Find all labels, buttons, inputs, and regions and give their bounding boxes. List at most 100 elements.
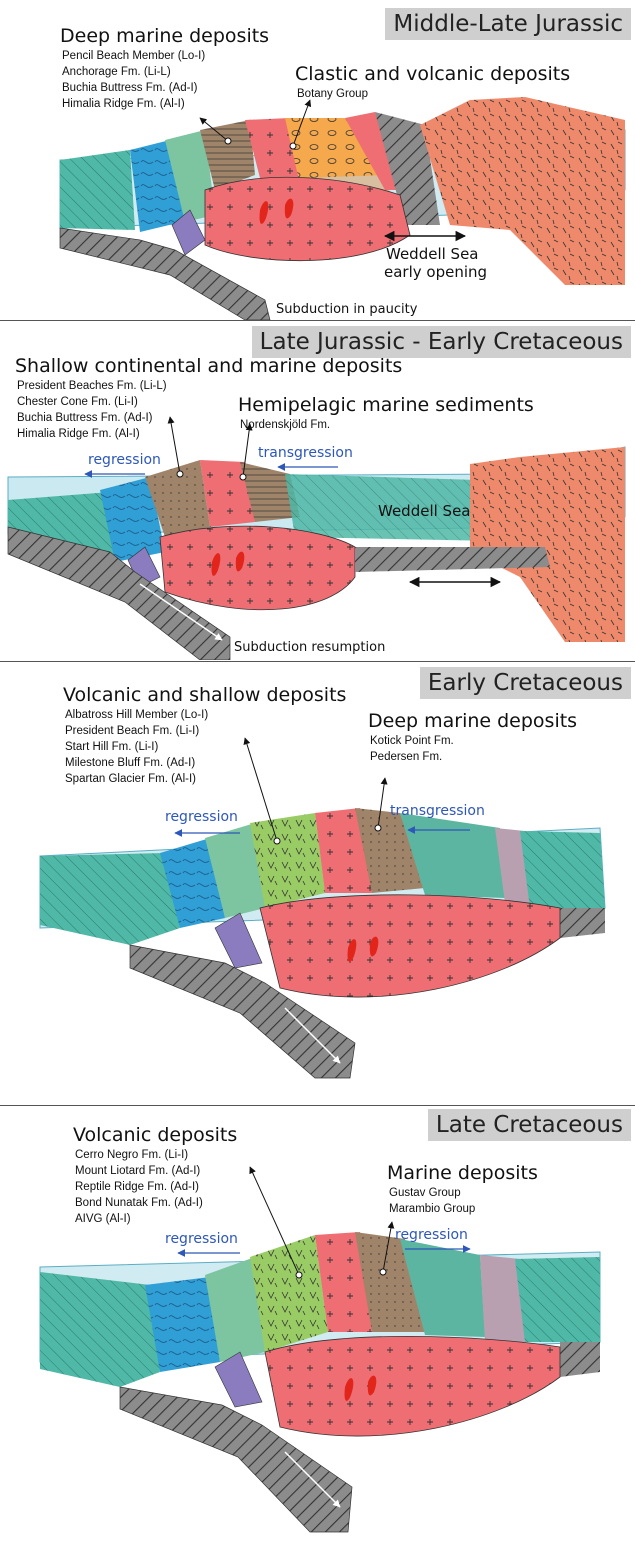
heading-left: Deep marine deposits: [60, 25, 270, 47]
pointer-right: [377, 777, 388, 829]
formation-item: Reptile Ridge Fm. (Ad-I): [75, 1181, 199, 1193]
formation-item: President Beach Fm. (Li-I): [65, 725, 200, 737]
block-diagram-2: [7, 416, 626, 660]
formation-item: Cerro Negro Fm. (Li-I): [75, 1149, 189, 1161]
granite-batholith: [159, 525, 356, 611]
granite-core: [245, 118, 300, 178]
subducting-slab: [7, 526, 231, 660]
sediment-blue: [145, 1277, 220, 1372]
regression-label: regression: [165, 809, 238, 825]
pointer-right: [242, 423, 253, 478]
formation-list-right: Botany Group: [297, 86, 368, 102]
period-label: Late Cretaceous: [427, 1109, 631, 1141]
panel-early-cretaceous: Early Cretaceous Volcanic and shallow de…: [0, 663, 635, 1103]
regression-label: regression: [88, 452, 161, 468]
heading-right: Hemipelagic marine sediments: [238, 394, 534, 416]
subducting-slab: [119, 1386, 353, 1533]
formation-item: Kotick Point Fm.: [370, 735, 454, 747]
formation-item: Nordenskjöld Fm.: [240, 419, 331, 431]
transgression-label: transgression: [258, 445, 353, 461]
regression-label: regression: [165, 1231, 238, 1247]
sediment-teal: [60, 150, 135, 230]
heading-right: Deep marine deposits: [368, 710, 578, 732]
heading-left: Volcanic deposits: [73, 1124, 238, 1146]
regression-label-right: regression: [395, 1227, 468, 1243]
formation-item: AIVG (Al-I): [75, 1213, 131, 1225]
formation-list-left: Pencil Beach Member (Lo-I) Anchorage Fm.…: [62, 48, 205, 112]
panel-divider: [0, 1105, 635, 1106]
wedge-purple: [214, 1351, 263, 1408]
panel-divider: [0, 320, 635, 321]
red-intrusion-1: [259, 201, 269, 224]
hemipelagic-tan: [240, 462, 300, 522]
formation-item: Mount Liotard Fm. (Ad-I): [75, 1165, 201, 1177]
red-intrusion-2: [235, 551, 245, 572]
formation-list-right: Kotick Point Fm. Pedersen Fm.: [370, 733, 454, 765]
deep-marine-green: [400, 813, 505, 898]
marine-mauve: [480, 1255, 525, 1342]
slab-gray: [355, 547, 550, 572]
formation-item: Spartan Glacier Fm. (Al-I): [65, 773, 196, 785]
heading-right: Clastic and volcanic deposits: [295, 63, 571, 85]
formation-item: Buchia Buttress Fm. (Ad-I): [17, 412, 153, 424]
clastic-volcanic: [285, 118, 385, 185]
granite-batholith: [264, 1335, 561, 1437]
period-label: Late Jurassic - Early Cretaceous: [251, 326, 631, 358]
formation-item: Bond Nunatak Fm. (Ad-I): [75, 1197, 203, 1209]
period-label: Early Cretaceous: [419, 667, 631, 699]
marine-green: [400, 1239, 485, 1337]
granite-right: [345, 112, 405, 190]
sediment-brown: [200, 120, 255, 190]
formation-list-left: Cerro Negro Fm. (Li-I) Mount Liotard Fm.…: [75, 1147, 203, 1227]
red-intrusion-1: [211, 553, 221, 576]
sediment-green: [205, 1257, 265, 1362]
panel-divider: [0, 661, 635, 662]
red-intrusion-1: [344, 1378, 354, 1401]
red-intrusion-2: [367, 1375, 377, 1396]
panel-late-cretaceous: Late Cretaceous Volcanic deposits Cerro …: [0, 1107, 635, 1542]
subducting-slab: [129, 944, 356, 1079]
pointer-right: [292, 99, 312, 147]
sediment-brown: [145, 460, 210, 537]
block-diagram-4: [39, 1166, 601, 1533]
pointer-left: [249, 1166, 300, 1276]
formation-list-left: President Beaches Fm. (Li-L) Chester Con…: [17, 378, 167, 442]
formation-item: Anchorage Fm. (Li-L): [62, 66, 171, 78]
slab-gray-right: [375, 112, 440, 225]
pointer-left: [243, 737, 278, 842]
deep-marine-mauve: [495, 828, 530, 903]
formation-item: Botany Group: [297, 88, 368, 100]
formation-item: Pedersen Fm.: [370, 751, 443, 763]
formation-item: Pencil Beach Member (Lo-I): [62, 50, 206, 62]
sediment-blue: [160, 838, 225, 928]
pointer-right: [382, 1221, 395, 1273]
granite-core: [315, 1232, 372, 1332]
red-intrusion-2: [284, 198, 294, 219]
granite-batholith: [204, 176, 411, 262]
heading-right: Marine deposits: [387, 1162, 538, 1184]
red-intrusion-1: [347, 939, 357, 962]
sediment-green: [165, 130, 215, 222]
formation-list-right: Gustav Group Marambio Group: [389, 1185, 475, 1217]
panel-middle-late-jurassic: Middle-Late Jurassic Deep marine deposit…: [0, 0, 635, 320]
red-intrusion-2: [369, 936, 379, 957]
formation-item: Himalia Ridge Fm. (Al-I): [62, 98, 185, 110]
formation-item: Buchia Buttress Fm. (Ad-I): [62, 82, 198, 94]
period-label: Middle-Late Jurassic: [385, 8, 631, 40]
heading-left: Volcanic and shallow deposits: [63, 684, 347, 706]
formation-item: Gustav Group: [389, 1187, 461, 1199]
continent-right: [420, 97, 625, 285]
formation-item: Chester Cone Fm. (Li-I): [17, 396, 138, 408]
panel-late-jurassic-early-cretaceous: Late Jurassic - Early Cretaceous Shallow…: [0, 322, 635, 660]
granite-batholith: [259, 894, 561, 998]
formation-item: Start Hill Fm. (Li-I): [65, 741, 159, 753]
transgression-label: transgression: [390, 803, 485, 819]
marine-teal: [515, 1257, 600, 1342]
sediment-blue: [100, 477, 165, 562]
granite-core: [315, 808, 372, 893]
volcanic-green: [250, 813, 325, 908]
note-subduction: Subduction in paucity: [276, 302, 418, 317]
block-diagram-3: [39, 737, 606, 1079]
formation-item: Milestone Bluff Fm. (Ad-I): [65, 757, 196, 769]
sediment-teal: [40, 853, 180, 945]
